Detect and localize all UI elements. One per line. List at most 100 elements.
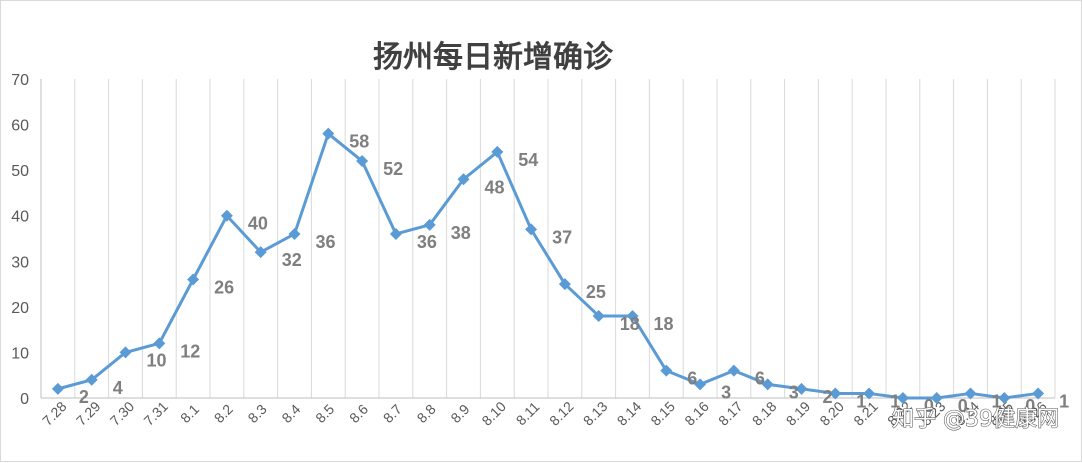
data-point bbox=[119, 346, 132, 359]
data-point bbox=[389, 227, 402, 240]
x-tick-label: 8.4 bbox=[278, 401, 303, 426]
data-label: 6 bbox=[687, 369, 697, 389]
data-point bbox=[829, 387, 842, 400]
x-tick-label: 8.6 bbox=[346, 401, 371, 426]
x-tick-label: 8.8 bbox=[414, 401, 439, 426]
series bbox=[51, 127, 1045, 404]
x-tick-label: 8.1 bbox=[177, 401, 202, 426]
y-tick-label: 50 bbox=[11, 163, 29, 180]
data-point bbox=[153, 337, 166, 350]
data-label: 0 bbox=[1025, 396, 1035, 416]
y-tick-labels: 0 10 20 30 40 50 60 70 bbox=[11, 72, 29, 408]
x-tick-label: 8.17 bbox=[715, 398, 746, 429]
x-tick-label: 8.16 bbox=[681, 398, 712, 429]
x-tick-label: 7.28 bbox=[39, 398, 70, 429]
x-tick-label: 8.3 bbox=[245, 401, 270, 426]
data-label: 3 bbox=[721, 382, 731, 402]
data-label: 36 bbox=[316, 232, 336, 252]
data-label: 0 bbox=[924, 396, 934, 416]
data-label: 3 bbox=[789, 382, 799, 402]
data-label: 58 bbox=[349, 132, 369, 152]
data-label: 40 bbox=[248, 214, 268, 234]
data-point bbox=[592, 309, 605, 322]
x-tick-label: 7.31 bbox=[140, 398, 171, 429]
data-label: 18 bbox=[654, 314, 674, 334]
data-label: 52 bbox=[383, 159, 403, 179]
data-point bbox=[930, 392, 943, 404]
data-point bbox=[491, 145, 504, 158]
data-point bbox=[660, 364, 673, 377]
data-point bbox=[220, 209, 233, 222]
data-label: 10 bbox=[147, 350, 167, 370]
data-point bbox=[795, 382, 808, 395]
data-label: 48 bbox=[485, 177, 505, 197]
data-label: 2 bbox=[823, 387, 833, 407]
data-point bbox=[356, 155, 369, 168]
data-point bbox=[964, 387, 977, 400]
x-tick-label: 8.15 bbox=[647, 398, 678, 429]
data-label: 32 bbox=[282, 250, 302, 270]
x-tick-label: 8.10 bbox=[478, 398, 509, 429]
data-label: 1 bbox=[992, 391, 1002, 411]
grid-lines bbox=[40, 79, 1056, 398]
x-tick-label: 8.12 bbox=[546, 398, 577, 429]
chart-title: 扬州每日新增确诊 bbox=[373, 40, 614, 75]
y-tick-label: 30 bbox=[11, 254, 29, 271]
data-label: 1 bbox=[856, 391, 866, 411]
axes bbox=[40, 79, 1055, 399]
data-point bbox=[525, 223, 538, 236]
data-label: 12 bbox=[180, 341, 200, 361]
data-point bbox=[558, 278, 571, 291]
data-point bbox=[1032, 387, 1045, 400]
x-tick-label: 8.13 bbox=[580, 398, 611, 429]
data-point bbox=[896, 392, 909, 404]
y-tick-label: 10 bbox=[11, 345, 29, 362]
watermark: 知乎 @39健康网 bbox=[892, 407, 1059, 432]
y-tick-label: 40 bbox=[11, 209, 29, 226]
data-label: 18 bbox=[620, 314, 640, 334]
data-label: 1 bbox=[1059, 391, 1069, 411]
x-tick-label: 8.7 bbox=[380, 401, 405, 426]
x-tick-label: 8.9 bbox=[447, 401, 472, 426]
data-point bbox=[51, 382, 64, 395]
data-point bbox=[423, 218, 436, 231]
data-point bbox=[288, 227, 301, 240]
data-point bbox=[863, 387, 876, 400]
data-label: 25 bbox=[586, 282, 606, 302]
data-label: 38 bbox=[451, 223, 471, 243]
x-tick-label: 7.30 bbox=[107, 398, 138, 429]
x-tick-label: 8.18 bbox=[749, 398, 780, 429]
data-point bbox=[322, 127, 335, 140]
data-label: 36 bbox=[417, 232, 437, 252]
x-tick-label: 8.2 bbox=[211, 401, 236, 426]
data-point bbox=[457, 173, 470, 186]
data-point bbox=[998, 392, 1011, 404]
data-label: 6 bbox=[755, 369, 765, 389]
data-point bbox=[727, 364, 740, 377]
y-tick-label: 0 bbox=[20, 391, 29, 408]
x-tick-label: 8.5 bbox=[312, 401, 337, 426]
data-point bbox=[694, 378, 707, 391]
y-tick-label: 60 bbox=[11, 118, 29, 135]
data-label: 0 bbox=[958, 396, 968, 416]
data-label: 4 bbox=[113, 378, 123, 398]
data-label: 2 bbox=[79, 387, 89, 407]
x-tick-label: 8.14 bbox=[614, 398, 645, 429]
data-label: 26 bbox=[214, 278, 234, 298]
data-label: 54 bbox=[518, 150, 538, 170]
data-point bbox=[85, 373, 98, 386]
data-point bbox=[254, 246, 267, 259]
data-label: 1 bbox=[890, 391, 900, 411]
x-tick-label: 8.19 bbox=[783, 398, 814, 429]
x-tick-label: 8.11 bbox=[513, 398, 543, 428]
data-point bbox=[187, 273, 200, 286]
data-point bbox=[626, 309, 639, 322]
y-tick-label: 70 bbox=[11, 72, 29, 89]
data-point bbox=[761, 378, 774, 391]
series-line bbox=[57, 132, 1039, 400]
data-label: 37 bbox=[552, 227, 572, 247]
y-tick-label: 20 bbox=[11, 300, 29, 317]
